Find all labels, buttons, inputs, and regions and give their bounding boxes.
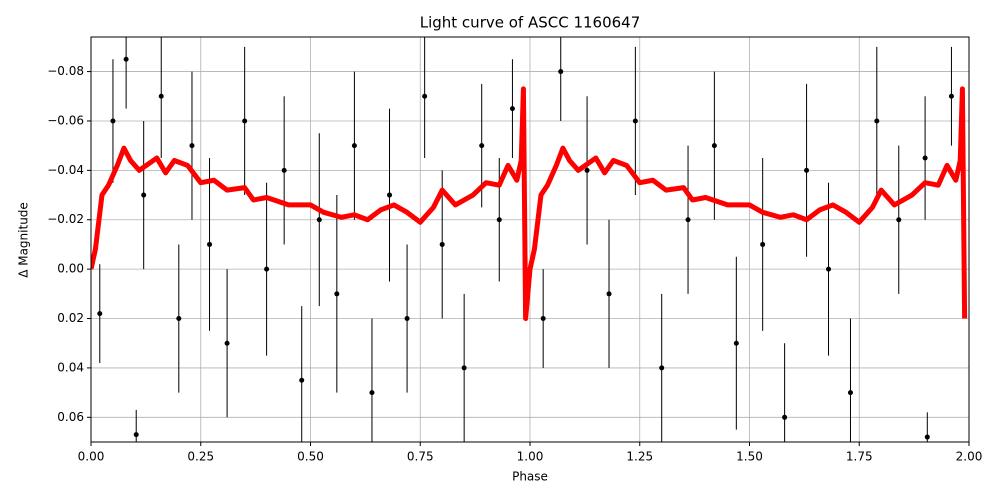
data-point: [896, 217, 902, 223]
y-tick-label: 0.00: [57, 262, 84, 276]
data-point: [733, 340, 739, 346]
data-point: [847, 390, 853, 396]
data-point: [176, 316, 182, 322]
data-point: [299, 377, 305, 383]
chart-title: Light curve of ASCC 1160647: [420, 14, 641, 32]
data-point: [496, 217, 502, 223]
data-point: [141, 192, 147, 198]
data-point: [874, 118, 880, 124]
x-axis-label: Phase: [512, 470, 548, 484]
data-point: [558, 69, 564, 75]
y-tick-label: −0.06: [47, 113, 84, 127]
data-point: [760, 241, 766, 247]
data-point: [316, 217, 322, 223]
data-point: [387, 192, 393, 198]
x-tick-label: 0.50: [297, 450, 324, 464]
y-tick-label: 0.04: [57, 360, 84, 374]
x-tick-label: 1.00: [517, 450, 544, 464]
y-tick-label: −0.08: [47, 64, 84, 78]
data-point: [242, 118, 248, 124]
data-point: [632, 118, 638, 124]
data-point: [826, 266, 832, 272]
y-axis-label: Δ Magnitude: [17, 202, 31, 278]
data-point: [224, 340, 230, 346]
data-point: [804, 167, 810, 173]
ticks: 0.00 0.25 0.50 0.75 1.00 1.25 1.50 1.75 2.00 −0.0…: [47, 64, 982, 463]
data-point: [924, 434, 930, 440]
data-point: [97, 311, 103, 317]
data-point: [711, 143, 717, 149]
data-point: [422, 93, 428, 99]
x-tick-label: 1.50: [736, 450, 763, 464]
data-point: [264, 266, 270, 272]
y-tick-label: 0.02: [57, 311, 84, 325]
data-point: [659, 365, 665, 371]
data-point: [685, 217, 691, 223]
data-point: [606, 291, 612, 297]
data-point: [584, 167, 590, 173]
data-point: [133, 432, 139, 438]
data-point: [509, 106, 515, 112]
data-point: [479, 143, 485, 149]
data-point: [281, 167, 287, 173]
data-point: [207, 241, 213, 247]
data-point: [540, 316, 546, 322]
data-point: [158, 93, 164, 99]
x-tick-label: 0.00: [78, 450, 105, 464]
data-point: [369, 390, 375, 396]
data-point: [782, 414, 788, 420]
x-tick-label: 2.00: [956, 450, 983, 464]
data-point: [334, 291, 340, 297]
plot-area: [91, 37, 968, 442]
data-point: [948, 93, 954, 99]
y-tick-label: −0.02: [47, 212, 84, 226]
data-point: [404, 316, 410, 322]
y-tick-label: 0.06: [57, 410, 84, 424]
data-point: [189, 143, 195, 149]
x-tick-label: 0.25: [187, 450, 214, 464]
data-point: [922, 155, 928, 161]
y-tick-label: −0.04: [47, 163, 84, 177]
data-point: [439, 241, 445, 247]
x-tick-label: 1.75: [846, 450, 873, 464]
x-tick-label: 1.25: [626, 450, 653, 464]
x-tick-label: 0.75: [407, 450, 434, 464]
data-point: [461, 365, 467, 371]
data-point: [351, 143, 357, 149]
data-point: [123, 56, 129, 62]
model-curve: [91, 86, 968, 322]
data-point: [110, 118, 116, 124]
